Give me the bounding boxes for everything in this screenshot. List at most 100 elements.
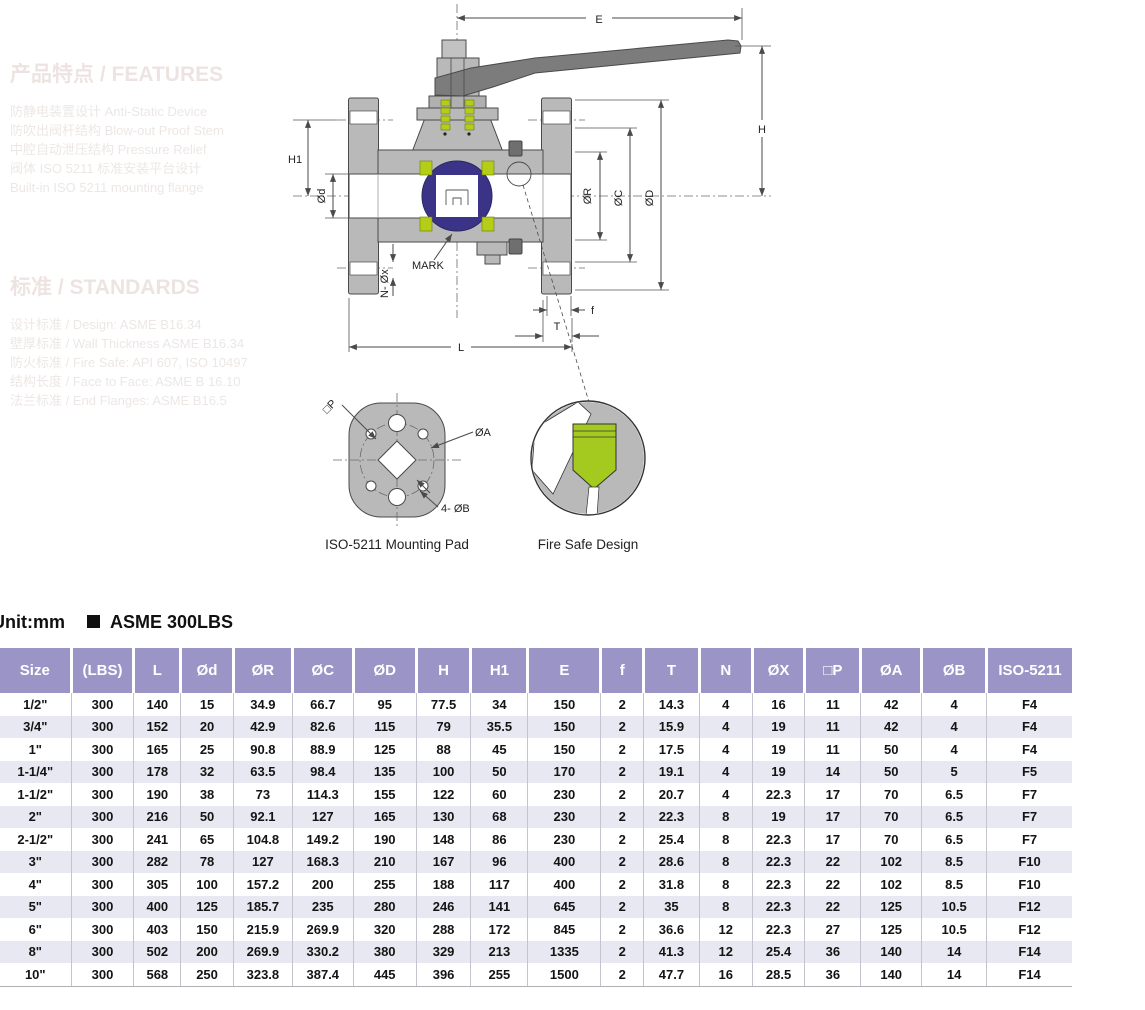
- table-cell: 320: [353, 918, 417, 941]
- standards-lines: 设计标准 / Design: ASME B16.34 壁厚标准 / Wall Th…: [10, 315, 320, 410]
- table-cell: 25: [180, 738, 234, 761]
- column-header-5: ØC: [292, 648, 355, 693]
- table-cell: F4: [1021, 696, 1038, 712]
- column-header-3: Ød: [180, 648, 235, 693]
- table-row-10in: 10" 300 568 250 323.8 387.4 445 396 255 1500 2 47.7…: [0, 963, 1072, 987]
- table-cell: 396: [416, 963, 472, 987]
- table-row-5in: 5" 300 400 125 185.7 235 280 246 141 645 2 35 8 22.3 2…: [0, 895, 1072, 918]
- table-cell: 42: [860, 715, 923, 738]
- table-cell: 8.5: [921, 873, 988, 896]
- table-cell: 92.1: [233, 805, 293, 828]
- table-cell: 282: [133, 850, 182, 873]
- table-cell: 17.5: [643, 738, 700, 761]
- table-cell: 102: [860, 873, 923, 896]
- features-heading: 产品特点 / FEATURES: [10, 63, 224, 86]
- column-header-14: □P: [804, 648, 863, 693]
- table-cell: 47.7: [643, 963, 700, 987]
- table-cell: 10.5: [921, 918, 988, 941]
- table-cell: 104.8: [233, 828, 293, 851]
- faint-line: Built-in ISO 5211 mounting flange: [10, 180, 204, 195]
- table-cell: 300: [71, 850, 135, 873]
- dim-label-od-bore: Ød: [316, 189, 328, 204]
- table-cell: 68: [470, 805, 529, 828]
- table-cell: 210: [353, 850, 417, 873]
- dim-label-n-ox: N- Øx: [379, 269, 391, 298]
- column-header-17: ISO-5211: [986, 648, 1072, 693]
- table-cell: 4: [699, 738, 753, 761]
- table-cell: 2: [600, 850, 645, 873]
- table-cell: 300: [71, 760, 135, 783]
- table-cell: 4: [699, 715, 753, 738]
- table-cell: F12: [1018, 899, 1041, 915]
- faint-line: 防火标准 / Fire Safe: API 607, ISO 10497: [10, 355, 248, 370]
- pad-label-oa: ØA: [475, 427, 492, 439]
- table-cell: 2: [600, 918, 645, 941]
- pad-label-ob: 4- ØB: [441, 503, 470, 515]
- column-header-15: ØA: [860, 648, 924, 693]
- table-cell: 100: [180, 873, 234, 896]
- table-row-1/2in: 1/2" 300 140 15 34.9 66.7 95 77.5 34 150 2 14.3 4 16 1…: [0, 693, 1072, 716]
- table-cell: 28.5: [752, 963, 806, 987]
- table-cell: 300: [71, 783, 135, 806]
- table-cell: 22: [804, 895, 862, 918]
- table-cell: 300: [71, 895, 135, 918]
- table-row-1-1/4in: 1-1/4" 300 178 32 63.5 98.4 135 100 50 170 2 19.1 4 1…: [0, 760, 1072, 783]
- table-cell: 1/2": [0, 693, 72, 716]
- table-cell: 230: [527, 783, 602, 806]
- table-cell: 8.5: [921, 850, 988, 873]
- table-cell: 2: [600, 783, 645, 806]
- table-cell: 130: [416, 805, 472, 828]
- table-cell: F14: [986, 963, 1072, 987]
- table-cell: 127: [233, 850, 293, 873]
- table-cell: 15: [180, 693, 234, 716]
- table-cell: 568: [133, 963, 182, 987]
- table-cell: 14: [921, 940, 988, 963]
- table-cell: 16: [752, 693, 806, 716]
- valve-seats: [419, 160, 495, 232]
- table-cell: F7: [1021, 786, 1038, 802]
- table-cell: 185.7: [233, 895, 293, 918]
- standards-heading: 标准 / STANDARDS: [10, 276, 200, 299]
- table-cell: 5": [0, 895, 72, 918]
- table-cell: 20.7: [643, 783, 700, 806]
- dim-label-oc: ØC: [613, 190, 625, 207]
- fire-safe-caption: Fire Safe Design: [538, 537, 639, 552]
- table-cell: 255: [353, 873, 417, 896]
- faint-line: 设计标准 / Design: ASME B16.34: [10, 317, 202, 332]
- table-cell: 10": [0, 963, 72, 987]
- table-cell: 73: [233, 783, 293, 806]
- table-cell: 127: [292, 805, 354, 828]
- table-cell: 70: [860, 828, 923, 851]
- table-cell: 300: [71, 828, 135, 851]
- table-cell: 22.3: [752, 873, 806, 896]
- table-cell: 157.2: [233, 873, 293, 896]
- table-cell: 8: [699, 873, 753, 896]
- table-cell: 150: [527, 715, 602, 738]
- table-cell: 115: [353, 715, 417, 738]
- dim-label-f: f: [591, 305, 595, 317]
- faint-line: 法兰标准 / End Flanges: ASME B16.5: [10, 393, 227, 408]
- table-cell: 11: [804, 738, 862, 761]
- column-header-10: f: [600, 648, 646, 693]
- faint-line: 结构长度 / Face to Face: ASME B 16.10: [10, 374, 241, 389]
- table-cell: 2-1/2": [0, 828, 72, 851]
- table-cell: 1-1/4": [0, 760, 72, 783]
- table-cell: 14.3: [643, 693, 700, 716]
- table-cell: 280: [353, 895, 417, 918]
- table-row-3in: 3" 300 282 78 127 168.3 210 167 96 400 2 28.6 8 22.3 2…: [0, 850, 1072, 873]
- table-cell: 387.4: [292, 963, 354, 987]
- mark-label: MARK: [412, 260, 444, 272]
- dim-label-e: E: [595, 14, 602, 26]
- table-cell: 34.9: [233, 693, 293, 716]
- table-cell: 98.4: [292, 760, 354, 783]
- table-cell: 14: [921, 963, 988, 987]
- table-cell: 230: [527, 805, 602, 828]
- table-cell: 35: [643, 895, 700, 918]
- table-cell: 1500: [527, 963, 602, 987]
- table-cell: 19.1: [643, 760, 700, 783]
- table-cell: 42.9: [233, 715, 293, 738]
- table-cell: 114.3: [292, 783, 354, 806]
- table-row-6in: 6" 300 403 150 215.9 269.9 320 288 172 845 2 36.6 12…: [0, 918, 1072, 941]
